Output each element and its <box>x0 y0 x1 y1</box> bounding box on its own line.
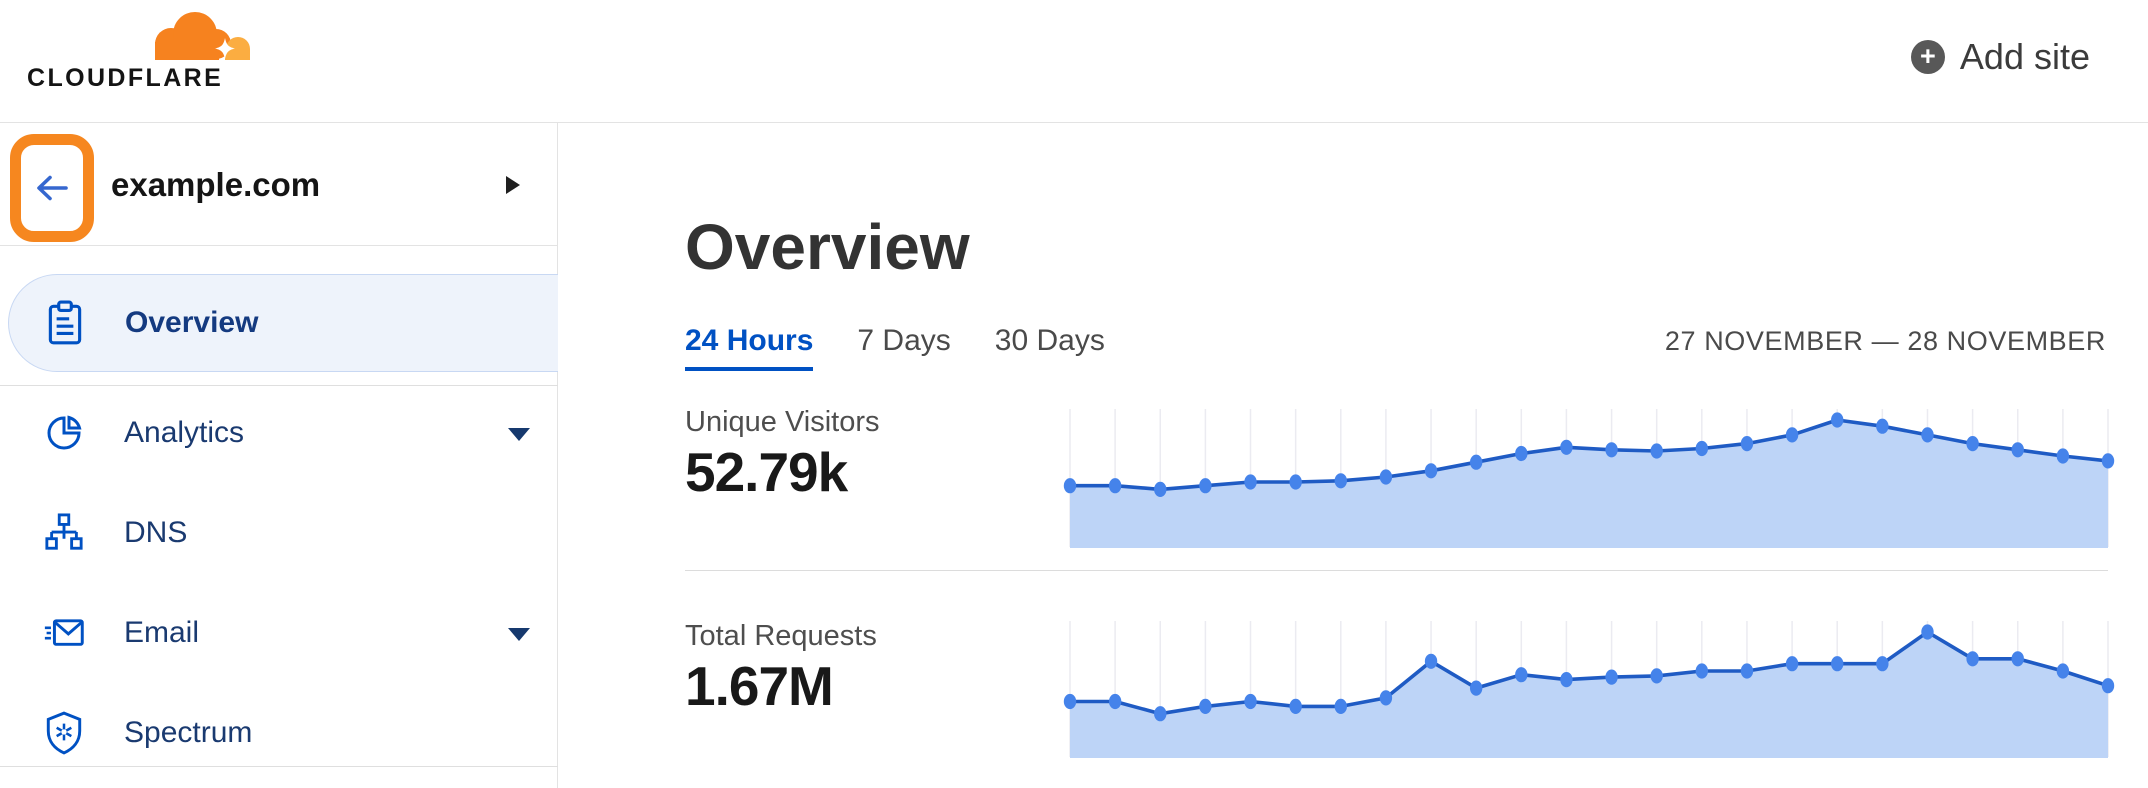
stat-value-unique-visitors: 52.79k <box>685 441 848 503</box>
sidebar-item-label: Analytics <box>124 416 245 449</box>
add-site-label: Add site <box>1959 36 2090 77</box>
logo-wordmark: CLOUDFLARE <box>27 64 224 92</box>
chevron-down-icon <box>508 628 530 641</box>
top-header: CLOUDFLARE + Add site <box>0 0 2148 123</box>
chevron-right-icon <box>506 176 520 194</box>
cloudflare-cloud-icon <box>27 8 259 62</box>
cloudflare-logo[interactable]: CLOUDFLARE <box>27 8 259 93</box>
sidebar-divider <box>0 766 558 767</box>
sidebar: example.com Overview Anal <box>0 123 558 788</box>
annotation-highlight <box>10 134 94 242</box>
back-button[interactable] <box>21 145 83 231</box>
time-range-tabs: 24 Hours 7 Days 30 Days <box>685 324 1105 371</box>
tab-30-days[interactable]: 30 Days <box>994 324 1105 357</box>
plus-circle-icon: + <box>1910 40 1945 74</box>
shield-icon <box>44 711 84 755</box>
clipboard-icon <box>45 300 85 346</box>
stat-label-unique-visitors: Unique Visitors <box>685 406 880 438</box>
page-title: Overview <box>685 211 970 283</box>
back-arrow-icon <box>33 169 71 207</box>
unique-visitors-chart <box>1063 408 2115 548</box>
pie-chart-icon <box>44 414 84 452</box>
add-site-button[interactable]: + Add site <box>1910 36 2090 78</box>
tab-7-days[interactable]: 7 Days <box>857 324 951 357</box>
sidebar-item-overview[interactable]: Overview <box>8 274 558 372</box>
tab-24-hours[interactable]: 24 Hours <box>685 324 814 371</box>
row-divider <box>685 570 2108 571</box>
stat-value-total-requests: 1.67M <box>685 655 834 717</box>
sidebar-divider <box>0 385 558 386</box>
sidebar-item-label: Email <box>124 616 200 649</box>
site-name: example.com <box>111 165 321 203</box>
sidebar-item-spectrum[interactable]: Spectrum <box>0 684 558 782</box>
email-icon <box>44 616 84 650</box>
sidebar-item-analytics[interactable]: Analytics <box>0 384 558 482</box>
sidebar-item-label: Spectrum <box>124 716 253 749</box>
stat-label-total-requests: Total Requests <box>685 620 877 652</box>
sidebar-item-email[interactable]: Email <box>0 584 558 682</box>
site-selector[interactable]: example.com <box>0 123 557 246</box>
date-range-label: 27 NOVEMBER — 28 NOVEMBER <box>1664 326 2106 356</box>
dns-tree-icon <box>44 513 84 553</box>
sidebar-item-label: Overview <box>125 306 259 339</box>
sidebar-item-label: DNS <box>124 516 188 549</box>
sidebar-item-dns[interactable]: DNS <box>0 484 558 582</box>
chevron-down-icon <box>508 428 530 441</box>
total-requests-chart <box>1063 620 2115 758</box>
